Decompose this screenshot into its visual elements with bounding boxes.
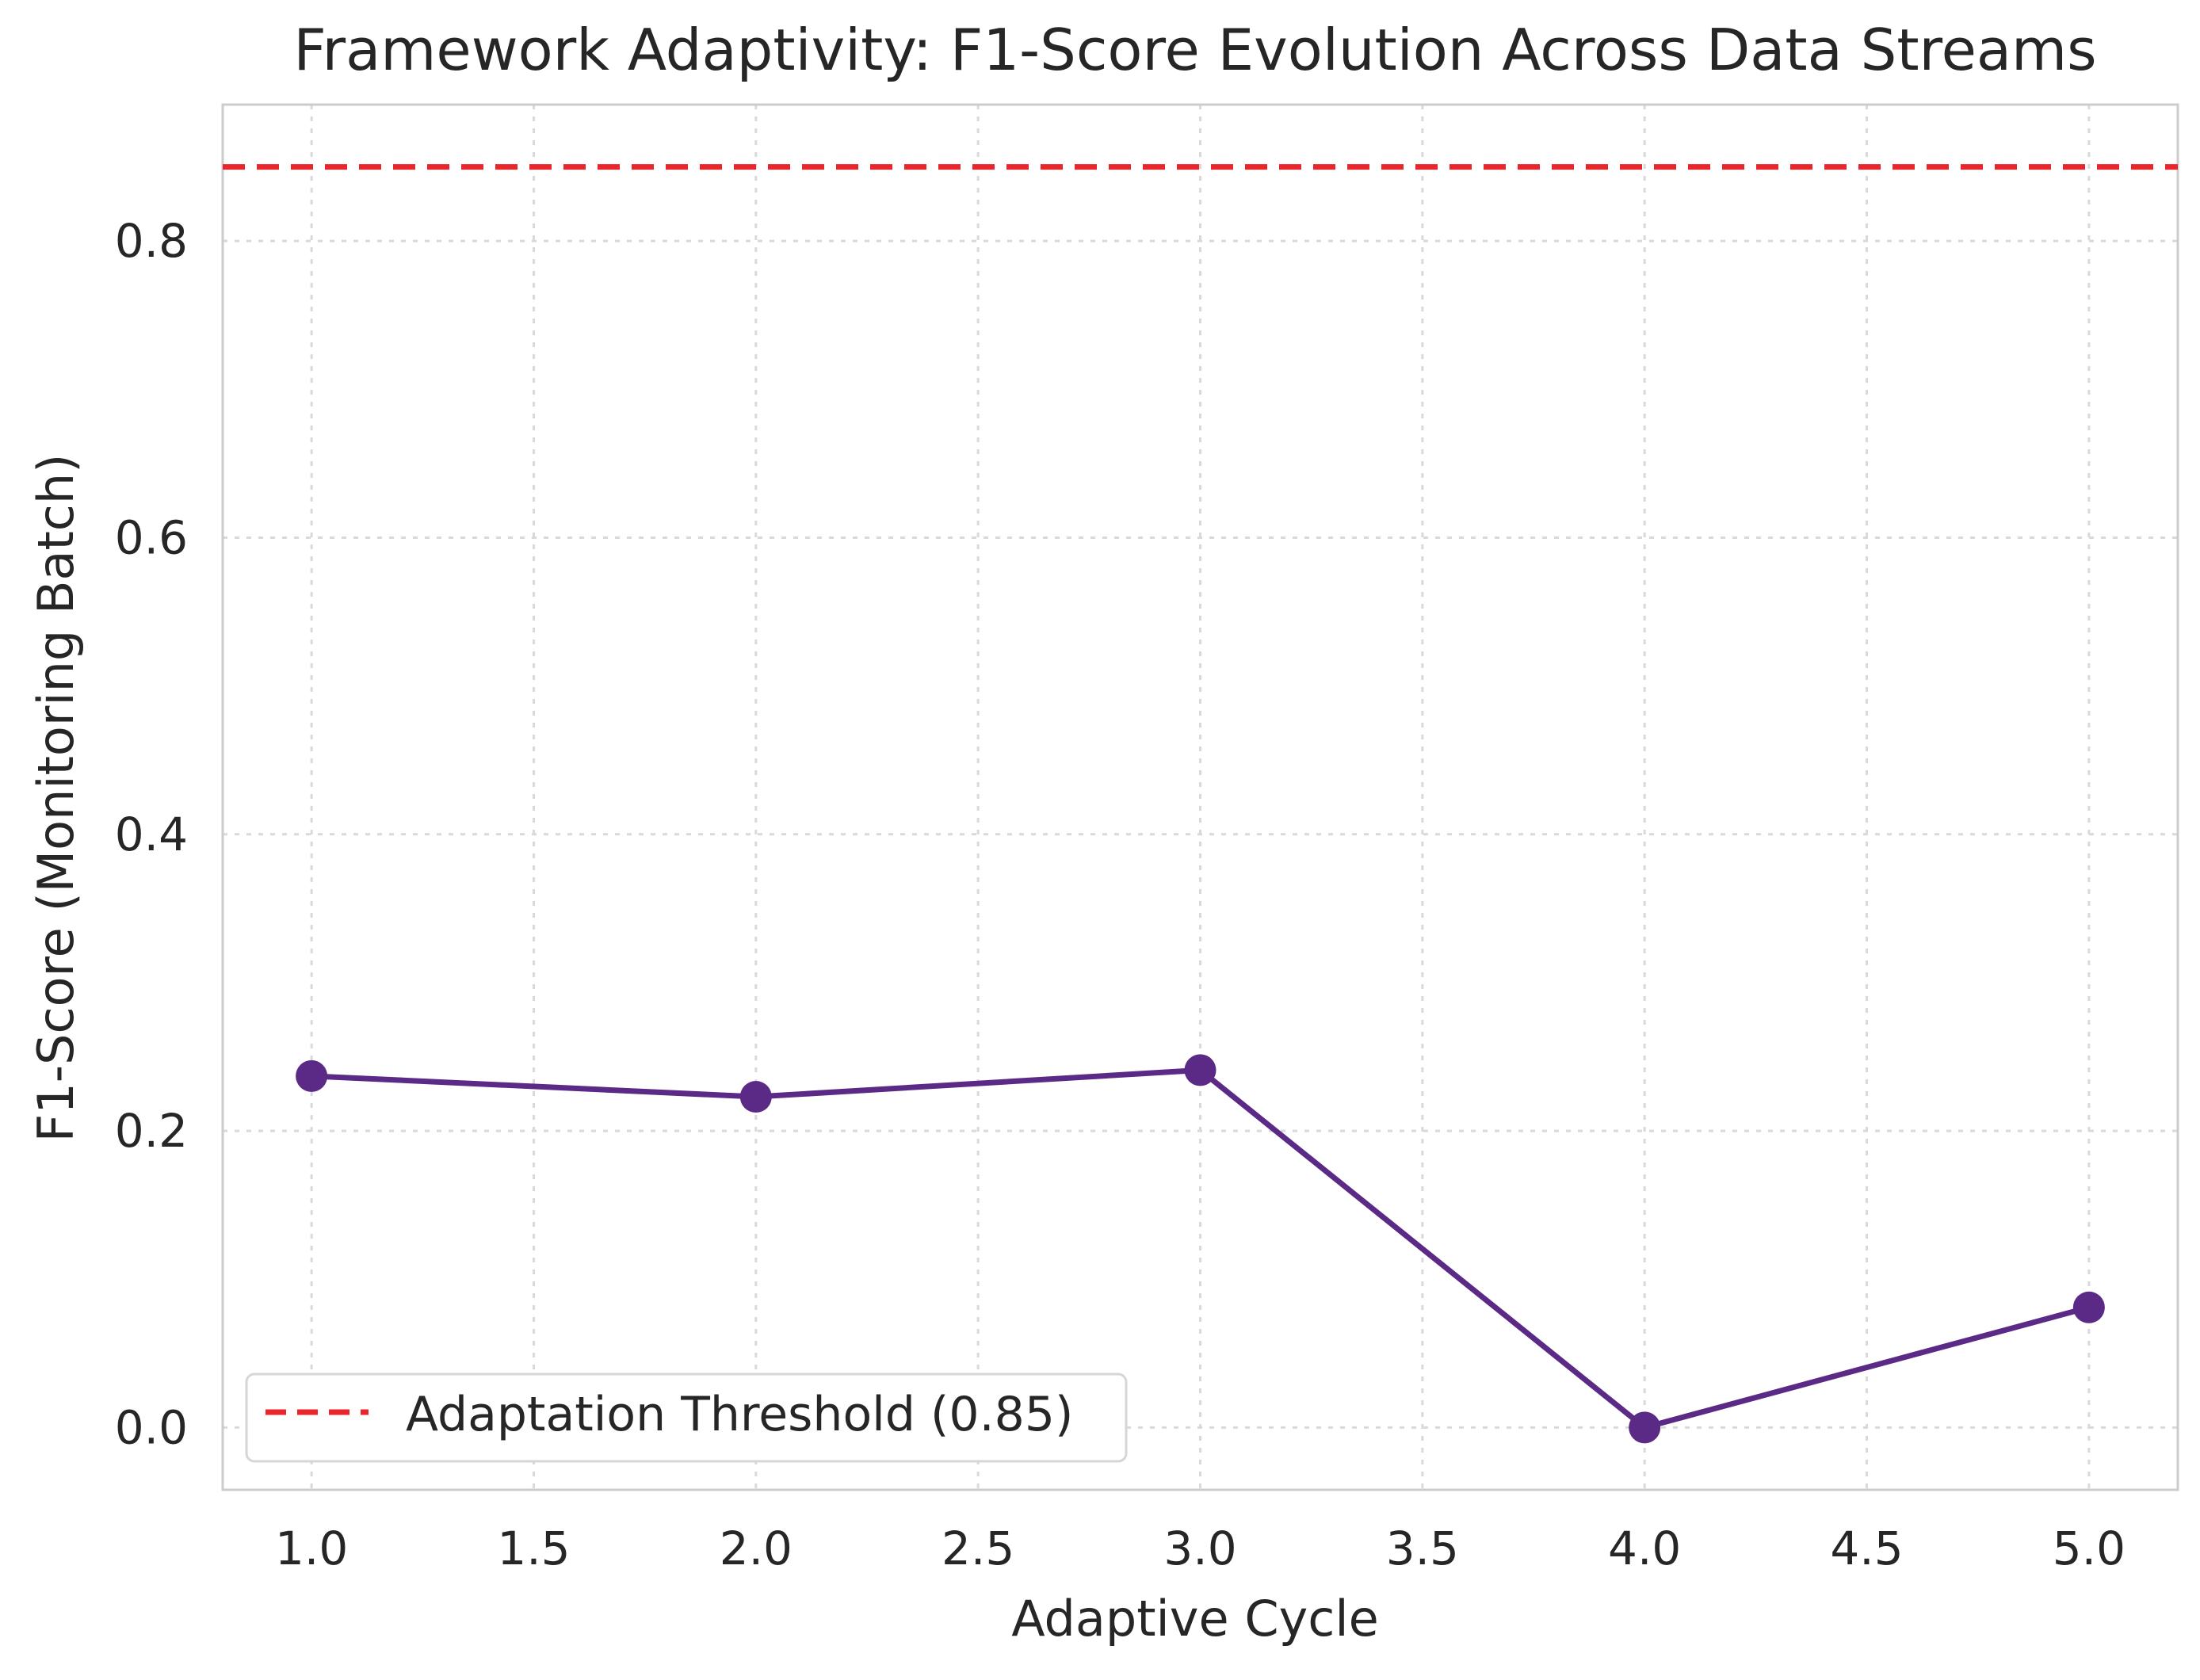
y-tick-label: 0.2 [115,1104,188,1158]
x-tick-label: 5.0 [2053,1522,2126,1575]
chart-title: Framework Adaptivity: F1-Score Evolution… [293,17,2096,83]
x-tick-label: 2.0 [720,1522,793,1575]
data-point [296,1060,327,1092]
x-tick-label: 1.0 [275,1522,348,1575]
y-tick-label: 0.8 [115,214,188,268]
x-tick-label: 4.5 [1830,1522,1903,1575]
y-tick-label: 0.0 [115,1400,188,1454]
data-point [1629,1411,1660,1443]
data-point [740,1081,772,1113]
data-point [1185,1054,1216,1086]
legend: Adaptation Threshold (0.85) [246,1374,1126,1461]
x-tick-labels: 1.0 1.5 2.0 2.5 3.0 3.5 4.0 4.5 5.0 [275,1522,2126,1575]
x-tick-label: 4.0 [1608,1522,1681,1575]
x-tick-label: 1.5 [497,1522,570,1575]
y-tick-label: 0.4 [115,808,188,861]
x-axis-label: Adaptive Cycle [1011,1590,1379,1648]
x-tick-label: 2.5 [941,1522,1014,1575]
x-tick-label: 3.5 [1386,1522,1459,1575]
data-point [2073,1292,2105,1323]
y-tick-label: 0.6 [115,510,188,564]
x-tick-label: 3.0 [1163,1522,1236,1575]
y-axis-label: F1-Score (Monitoring Batch) [27,454,85,1143]
legend-threshold-label: Adaptation Threshold (0.85) [406,1387,1073,1442]
